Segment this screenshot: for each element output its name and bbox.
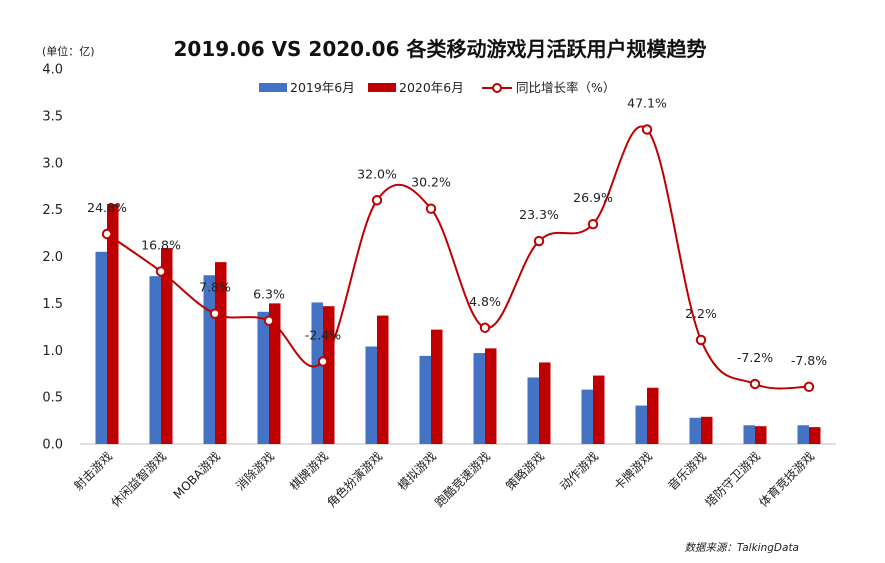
legend-label-growth: 同比增长率（%） — [516, 80, 615, 95]
legend-label-2020: 2020年6月 — [399, 80, 464, 95]
growth-marker — [209, 308, 221, 319]
bar-2019 — [743, 425, 755, 444]
growth-label: 24.8% — [87, 200, 127, 215]
legend-swatch-2020 — [368, 83, 396, 92]
legend-swatch-2019 — [259, 83, 287, 92]
bar-2020 — [701, 416, 713, 444]
bar-2019 — [311, 302, 323, 444]
legend-marker-growth — [492, 83, 502, 93]
y-axis: 0.0 0.5 1.0 1.5 2.0 2.5 3.0 3.5 4.0 — [42, 63, 63, 453]
growth-label: 2.2% — [685, 306, 717, 321]
growth-label: 6.3% — [253, 287, 285, 302]
x-tick-label: 消除游戏 — [233, 449, 278, 494]
growth-label: 47.1% — [627, 95, 667, 110]
bar-2020 — [485, 348, 497, 444]
growth-marker — [587, 218, 599, 230]
bar-2019 — [257, 311, 269, 444]
growth-marker — [749, 378, 761, 390]
growth-marker — [533, 235, 545, 247]
growth-marker — [803, 381, 815, 393]
growth-marker — [425, 203, 437, 214]
x-tick-label: 休闲益智游戏 — [108, 449, 170, 511]
growth-marker — [695, 334, 707, 346]
y-tick-label: 0.0 — [42, 438, 63, 453]
y-tick-label: 2.5 — [42, 203, 63, 218]
y-tick-label: 1.0 — [42, 344, 63, 359]
bar-2019 — [473, 353, 485, 444]
x-tick-label: 角色扮演游戏 — [324, 449, 386, 511]
growth-label: -7.2% — [737, 350, 773, 365]
y-tick-label: 2.0 — [42, 250, 63, 265]
growth-label: 7.8% — [199, 280, 231, 295]
growth-label: 23.3% — [519, 207, 559, 222]
growth-marker — [641, 124, 653, 135]
bar-2020 — [647, 387, 659, 444]
unit-label: (单位：亿) — [42, 44, 95, 58]
bars — [95, 204, 821, 444]
growth-label: 30.2% — [411, 175, 451, 190]
bar-2020 — [269, 303, 281, 444]
growth-labels: 24.8% 16.8% 7.8% 6.3% -2.4% 32.0% 30.2% 4.8% 23.… — [87, 95, 827, 367]
bar-2020 — [809, 427, 821, 444]
data-source: 数据来源：TalkingData — [684, 542, 799, 554]
bar-2019 — [365, 346, 377, 444]
bar-2019 — [95, 251, 107, 444]
y-tick-label: 3.0 — [42, 156, 63, 171]
y-tick-label: 1.5 — [42, 297, 63, 312]
growth-marker — [101, 228, 113, 240]
legend: 2019年6月 2020年6月 同比增长率（%） — [259, 80, 615, 95]
growth-label: 4.8% — [469, 294, 501, 309]
x-tick-label: MOBA游戏 — [171, 449, 224, 502]
growth-label: -7.8% — [791, 353, 827, 368]
y-tick-label: 0.5 — [42, 391, 63, 406]
x-tick-label: 动作游戏 — [557, 449, 601, 493]
legend-label-2019: 2019年6月 — [290, 80, 355, 95]
bar-2019 — [149, 276, 161, 444]
bar-2020 — [539, 362, 551, 444]
growth-marker — [317, 356, 329, 367]
x-tick-label: 模拟游戏 — [395, 449, 439, 493]
chart-title: 2019.06 VS 2020.06 各类移动游戏月活跃用户规模趋势 — [174, 37, 707, 61]
x-tick-label: 跑酷竞速游戏 — [432, 449, 493, 510]
x-tick-label: 音乐游戏 — [665, 449, 710, 494]
growth-marker — [479, 322, 491, 333]
bar-2019 — [527, 377, 539, 444]
growth-marker — [263, 315, 275, 326]
growth-label: 26.9% — [573, 190, 613, 205]
bar-2019 — [689, 417, 701, 444]
x-tick-label: 射击游戏 — [71, 449, 116, 494]
bar-2019 — [581, 389, 593, 444]
bar-2020 — [755, 426, 767, 444]
growth-label: 32.0% — [357, 166, 397, 181]
bar-2020 — [107, 204, 119, 444]
x-tick-label: 体育竞技游戏 — [756, 449, 818, 511]
growth-markers — [101, 124, 815, 393]
y-tick-label: 3.5 — [42, 109, 63, 124]
growth-marker — [155, 266, 167, 277]
x-tick-label: 卡牌游戏 — [611, 449, 655, 493]
growth-label: -2.4% — [305, 328, 341, 343]
bar-2019 — [635, 405, 647, 444]
bar-2020 — [377, 315, 389, 444]
growth-rate-line — [106, 125, 810, 390]
x-tick-label: 塔防守卫游戏 — [702, 449, 764, 511]
y-tick-label: 4.0 — [42, 63, 63, 78]
x-tick-label: 棋牌游戏 — [287, 449, 331, 493]
growth-label: 16.8% — [141, 238, 181, 253]
bar-2020 — [593, 375, 605, 444]
bar-2020 — [161, 248, 173, 444]
bar-2020 — [323, 306, 335, 444]
bar-2019 — [203, 275, 215, 444]
x-tick-label: 策略游戏 — [503, 449, 548, 494]
growth-marker — [371, 195, 383, 206]
bar-2019 — [797, 425, 809, 444]
bar-2020 — [431, 329, 443, 444]
bar-2019 — [419, 355, 431, 444]
bar-2020 — [215, 262, 227, 444]
